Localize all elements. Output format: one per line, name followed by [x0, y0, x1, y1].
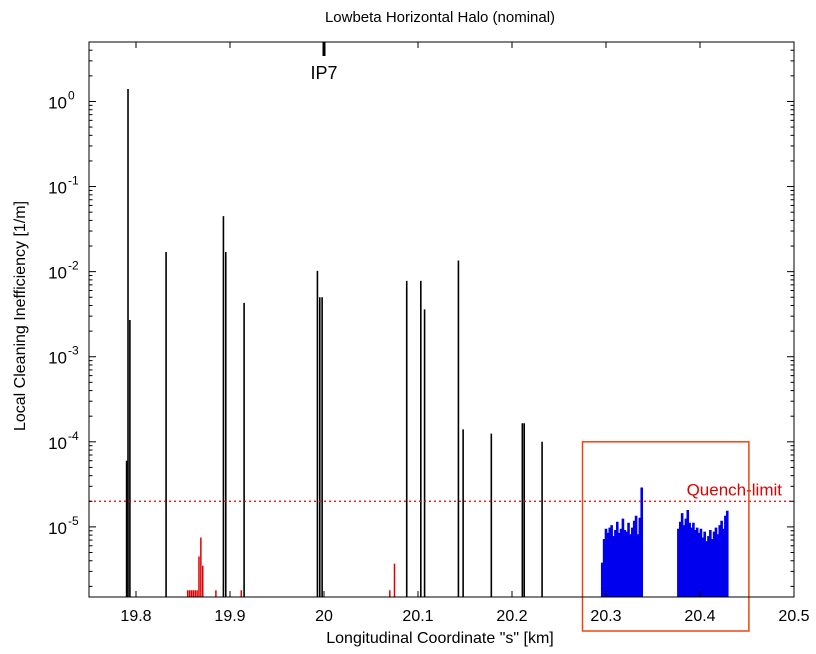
x-tick-label: 20.2 [496, 608, 527, 625]
x-axis-label: Longitudinal Coordinate "s" [km] [326, 630, 553, 647]
plot-frame [88, 41, 795, 598]
ip7-label: IP7 [310, 63, 337, 83]
x-tick-label: 20 [315, 608, 333, 625]
chart-title: Lowbeta Horizontal Halo (nominal) [325, 9, 555, 26]
x-tick-label: 20.1 [402, 608, 433, 625]
x-tick-label: 20.4 [684, 608, 715, 625]
y-tick-exponent: -4 [68, 429, 79, 443]
y-tick-exponent: -3 [68, 344, 79, 358]
y-tick-exponent: -5 [68, 514, 79, 528]
quench-limit-label: Quench-limit [687, 480, 783, 499]
x-tick-label: 20.5 [778, 608, 809, 625]
y-tick-exponent: -1 [68, 174, 79, 188]
y-tick-label: 10 [48, 93, 67, 112]
y-axis-label: Local Cleaning Inefficiency [1/m] [12, 201, 29, 431]
x-tick-label: 20.3 [590, 608, 621, 625]
y-tick-label: 10 [48, 434, 67, 453]
x-tick-label: 19.9 [214, 608, 245, 625]
cold-region-box [581, 441, 750, 632]
y-tick-label: 10 [48, 519, 67, 538]
bars-layer [125, 89, 729, 597]
y-tick-label: 10 [48, 264, 67, 283]
y-tick-label: 10 [48, 179, 67, 198]
x-tick-label: 19.8 [120, 608, 151, 625]
y-tick-exponent: -2 [68, 259, 79, 273]
y-tick-exponent: 0 [68, 88, 75, 102]
y-tick-label: 10 [48, 349, 67, 368]
x-axis-ticks: 19.8 19.9 20 20.1 20.2 20.3 20.4 20.5 [120, 42, 810, 625]
